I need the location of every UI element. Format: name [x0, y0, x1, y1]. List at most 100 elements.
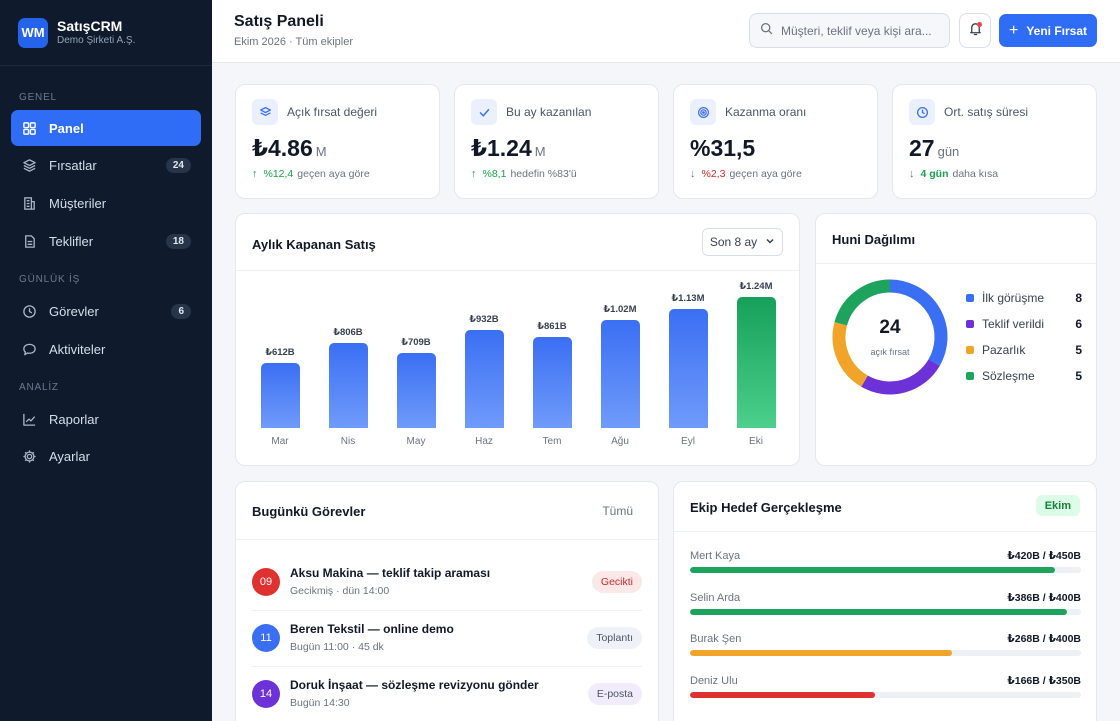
brand-name: SatışCRM — [57, 18, 123, 34]
legend-item: İlk görüşme 8 — [966, 290, 1082, 306]
bar-Eki[interactable] — [737, 297, 776, 428]
search-input[interactable] — [781, 23, 939, 38]
bar-Mar[interactable] — [261, 363, 300, 428]
bar-value-label: ₺612B — [265, 347, 295, 359]
task-title: Beren Tekstil — online demo — [290, 622, 454, 636]
kpi-note: hedefin %83'ü — [510, 168, 577, 180]
top-header: Satış Paneli Ekim 2026 · Tüm ekipler + Y… — [212, 0, 1120, 63]
task-subtitle: Bugün 11:00 · 45 dk — [290, 641, 384, 653]
notification-dot — [977, 22, 982, 27]
task-row[interactable]: 09 Aksu Makina — teklif takip araması Ge… — [252, 556, 642, 612]
funnel-total: 24 — [879, 317, 901, 338]
sidebar-item-label: Görevler — [49, 303, 99, 319]
search-box[interactable] — [749, 13, 950, 48]
bar-value-label: ₺806B — [333, 326, 363, 338]
legend-name: Teklif verildi — [982, 317, 1045, 331]
donut-slice[interactable] — [834, 279, 891, 326]
member-name: Selin Arda — [690, 591, 741, 604]
task-day-badge: 11 — [252, 624, 280, 652]
legend-item: Pazarlık 5 — [966, 342, 1082, 358]
kpi-label: Ort. satış süresi — [944, 105, 1029, 119]
task-tag: Toplantı — [587, 627, 642, 649]
sidebar-item-count: 6 — [171, 303, 191, 319]
sidebar-item-gorevler[interactable]: Görevler 6 — [11, 293, 201, 329]
monthly-sales-card: Aylık Kapanan Satış Son 8 ay ₺612B Mar ₺80… — [235, 213, 800, 466]
bar-Nis[interactable] — [329, 342, 368, 428]
kpi-value: ₺4.86 M — [252, 135, 327, 161]
legend-name: İlk görüşme — [982, 291, 1045, 305]
kpi-card-won: Bu ay kazanılan ₺1.24 M ↑ %8,1 hedefin %83'… — [454, 84, 659, 199]
team-goals-card: Ekip Hedef Gerçekleşme Ekim Mert Kaya ₺4… — [673, 481, 1097, 721]
progress-fill — [690, 608, 1068, 615]
sidebar-item-aktiviteler[interactable]: Aktiviteler — [11, 331, 201, 367]
progress-track — [690, 650, 1081, 656]
funnel-total-label: açık fırsat — [870, 347, 910, 357]
notifications-button[interactable] — [959, 13, 991, 48]
bar-category-label: Nis — [340, 436, 356, 447]
progress-fill — [690, 691, 876, 698]
funnel-donut-chart — [832, 279, 948, 395]
funnel-card: Huni Dağılımı 24 açık fırsat İlk görüşme… — [815, 213, 1097, 466]
sidebar-item-count: 24 — [165, 157, 191, 173]
bar-category-label: Tem — [542, 436, 562, 447]
bar-May[interactable] — [397, 353, 436, 428]
clock-icon — [909, 99, 935, 125]
monthly-sales-title: Aylık Kapanan Satış — [252, 237, 376, 252]
arrow-up-icon: ↑ — [471, 168, 477, 180]
brand-company: Demo Şirketi A.Ş. — [57, 35, 136, 46]
sidebar-item-panel[interactable]: Panel — [11, 110, 201, 146]
gear-icon — [21, 448, 37, 464]
kpi-card-win-rate: Kazanma oranı %31,5 ↓ %2,3 geçen aya göre — [673, 84, 878, 199]
donut-slice[interactable] — [889, 279, 948, 366]
range-select[interactable]: Son 8 ay — [702, 228, 783, 256]
tasks-all-link[interactable]: Tümü — [602, 504, 633, 518]
donut-slice[interactable] — [832, 322, 868, 387]
bar-value-label: ₺1.13M — [671, 292, 705, 304]
page-title: Satış Paneli — [234, 13, 324, 30]
bell-icon — [968, 21, 983, 41]
arrow-down-icon: ↓ — [690, 168, 696, 180]
legend-value: 5 — [1075, 343, 1082, 357]
task-row[interactable]: 11 Beren Tekstil — online demo Bugün 11:… — [252, 612, 642, 668]
member-name: Deniz Ulu — [690, 674, 738, 687]
sidebar-item-firsatlar[interactable]: Fırsatlar 24 — [11, 147, 201, 183]
page-subtitle: Ekim 2026 · Tüm ekipler — [234, 36, 354, 48]
plus-icon: + — [1008, 21, 1019, 39]
range-select-value: Son 8 ay — [709, 235, 758, 249]
legend-item: Teklif verildi 6 — [966, 316, 1082, 332]
task-row[interactable]: 14 Doruk İnşaat — sözleşme revizyonu gön… — [252, 668, 642, 721]
sidebar-item-teklifler[interactable]: Teklifler 18 — [11, 223, 201, 259]
donut-slice[interactable] — [861, 359, 940, 395]
sidebar-item-ayarlar[interactable]: Ayarlar — [11, 438, 201, 474]
kpi-label: Bu ay kazanılan — [506, 105, 592, 119]
task-title: Doruk İnşaat — sözleşme revizyonu gönder — [290, 678, 539, 692]
new-opportunity-button[interactable]: + Yeni Fırsat — [999, 14, 1097, 47]
team-member-row: Mert Kaya ₺420B / ₺450B — [690, 550, 1081, 580]
task-subtitle: Bugün 14:30 — [290, 697, 350, 709]
card-divider — [236, 270, 799, 271]
member-name: Mert Kaya — [690, 550, 741, 562]
funnel-title: Huni Dağılımı — [832, 232, 916, 247]
section-label-genel: GENEL — [19, 92, 57, 103]
legend-swatch — [966, 294, 974, 302]
target-icon — [690, 99, 716, 125]
kpi-delta: %8,1 — [482, 168, 507, 180]
bar-Ağu[interactable] — [601, 320, 640, 428]
kpi-value: ₺1.24 M — [471, 135, 546, 161]
new-opportunity-label: Yeni Fırsat — [1026, 23, 1088, 38]
task-tag: E-posta — [587, 683, 642, 705]
kpi-value: 27 gün — [909, 135, 960, 161]
legend-swatch — [966, 346, 974, 354]
sidebar-item-musteriler[interactable]: Müşteriler — [11, 185, 201, 221]
bar-Eyl[interactable] — [669, 308, 708, 428]
team-goals-title: Ekip Hedef Gerçekleşme — [690, 500, 842, 515]
chat-icon — [21, 341, 37, 357]
kpi-delta: %12,4 — [263, 168, 294, 180]
sidebar-item-raporlar[interactable]: Raporlar — [11, 401, 201, 437]
bar-Tem[interactable] — [533, 337, 572, 428]
member-target-value: ₺386B / ₺400B — [1007, 591, 1081, 604]
bar-Haz[interactable] — [465, 329, 504, 428]
task-day-badge: 14 — [252, 680, 280, 708]
tasks-title: Bugünkü Görevler — [252, 504, 366, 519]
legend-name: Pazarlık — [982, 343, 1026, 357]
